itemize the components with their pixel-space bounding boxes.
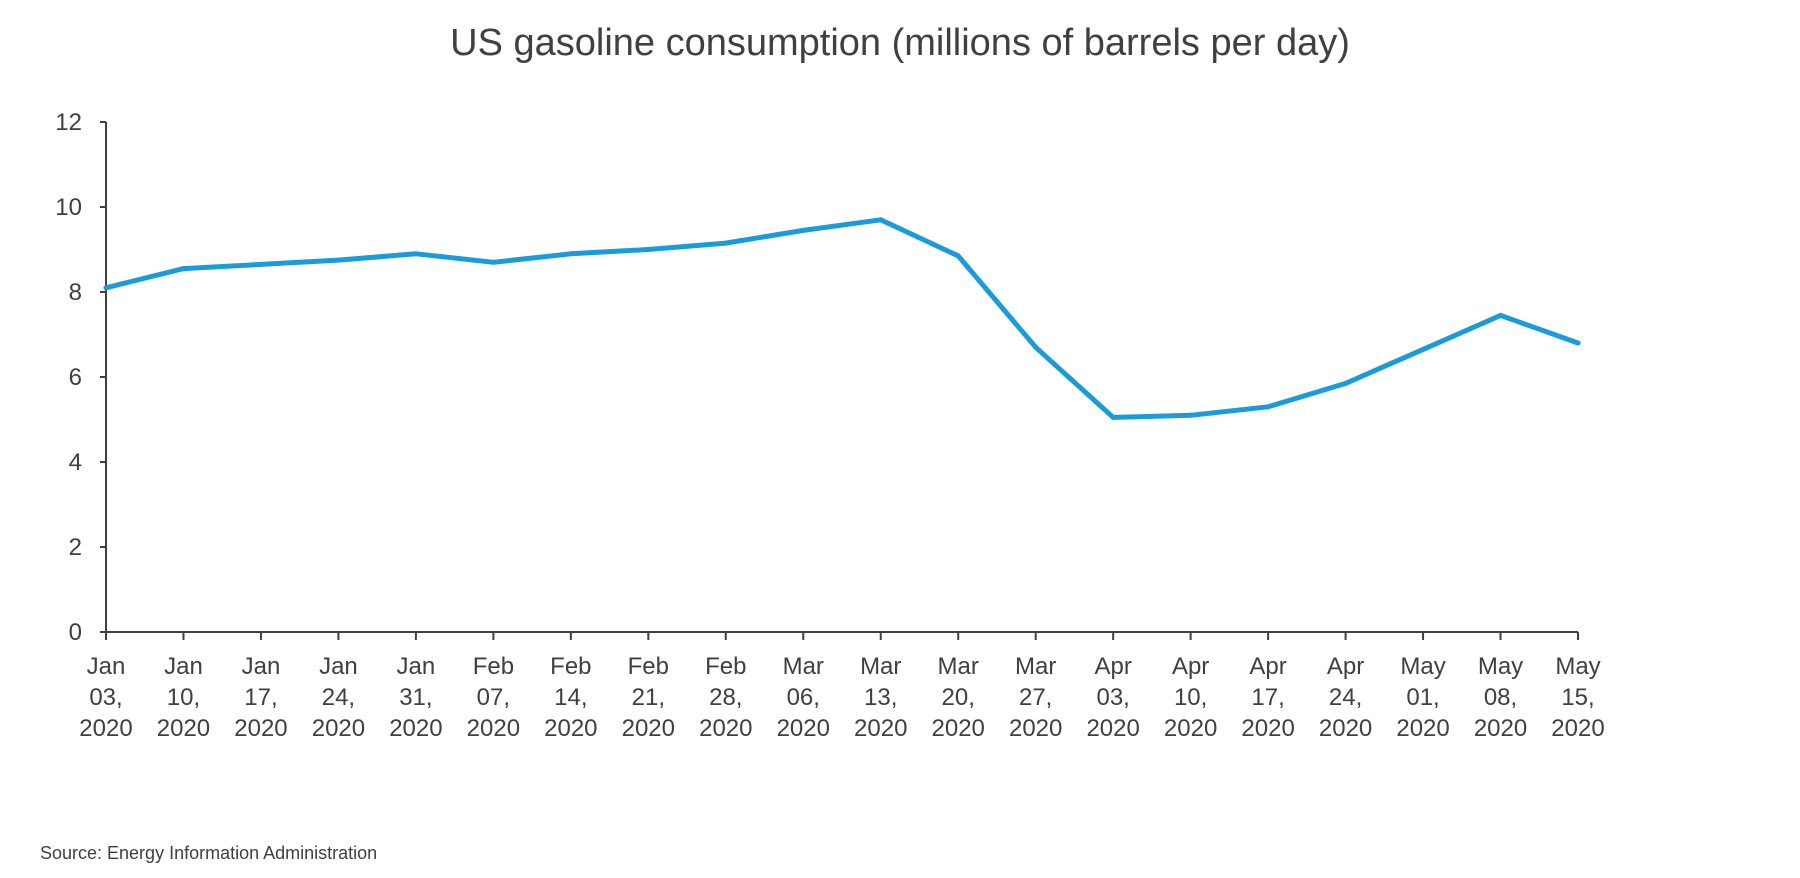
x-tick-label: May 15, 2020 (1551, 653, 1604, 742)
y-axis-ticks: 0 2 4 6 8 10 12 (55, 109, 106, 646)
x-tick-label: Mar 20, 2020 (932, 653, 985, 742)
data-point (800, 227, 806, 233)
y-tick-label: 8 (69, 279, 82, 306)
data-point (1498, 312, 1504, 318)
x-tick-label: Jan 17, 2020 (234, 653, 287, 742)
x-tick-label: Apr 24, 2020 (1319, 653, 1372, 742)
data-point (568, 251, 574, 257)
x-tick-label: Apr 03, 2020 (1086, 653, 1139, 742)
data-point (1188, 412, 1194, 418)
data-point (878, 217, 884, 223)
x-tick-label: Apr 10, 2020 (1164, 653, 1217, 742)
x-tick-label: Feb 14, 2020 (544, 653, 597, 742)
data-point (180, 266, 186, 272)
y-tick-label: 6 (69, 364, 82, 391)
data-point (645, 247, 651, 252)
x-tick-label: Apr 17, 2020 (1241, 653, 1294, 742)
data-point (1110, 414, 1116, 420)
x-tick-label: Jan 31, 2020 (389, 653, 442, 742)
data-point (1033, 344, 1039, 350)
y-tick-label: 10 (55, 194, 82, 221)
data-point (1575, 340, 1581, 346)
y-tick-label: 12 (55, 109, 82, 136)
x-tick-label: Feb 21, 2020 (622, 653, 675, 742)
series-line (103, 217, 1581, 420)
x-tick-label: Mar 13, 2020 (854, 653, 907, 742)
x-tick-label: Mar 06, 2020 (777, 653, 830, 742)
x-tick-label: Feb 28, 2020 (699, 653, 752, 742)
source-note: Source: Energy Information Administratio… (40, 843, 378, 863)
data-point (490, 259, 496, 265)
x-tick-label: May 08, 2020 (1474, 653, 1527, 742)
x-axis-ticks: Jan 03, 2020 Jan 10, 2020 Jan 17, 2020 Jan 24, 2020… (79, 632, 1605, 742)
series-group (103, 217, 1581, 420)
y-tick-label: 0 (69, 619, 82, 646)
data-point (1343, 380, 1349, 386)
chart-title: US gasoline consumption (millions of bar… (450, 22, 1350, 64)
data-point (955, 253, 961, 259)
y-tick-label: 4 (69, 449, 82, 476)
data-point (1265, 404, 1271, 410)
data-point (335, 257, 341, 263)
x-tick-label: Feb 07, 2020 (467, 653, 520, 742)
x-tick-label: Jan 24, 2020 (312, 653, 365, 742)
data-point (258, 261, 264, 267)
data-point (723, 240, 729, 246)
data-point (1420, 346, 1426, 352)
x-tick-label: May 01, 2020 (1396, 653, 1449, 742)
x-tick-label: Jan 10, 2020 (157, 653, 210, 742)
y-tick-label: 2 (69, 534, 82, 561)
data-point (413, 251, 419, 257)
data-point (103, 285, 109, 291)
x-tick-label: Jan 03, 2020 (79, 653, 132, 742)
x-tick-label: Mar 27, 2020 (1009, 653, 1062, 742)
